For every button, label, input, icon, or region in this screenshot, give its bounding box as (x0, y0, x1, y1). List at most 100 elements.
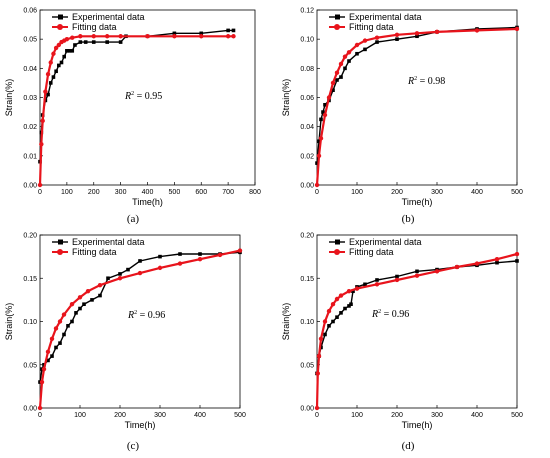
y-tick-label: 0.02 (300, 153, 314, 160)
data-point (321, 110, 325, 114)
data-point (177, 261, 183, 266)
chart-panel-a: 0 100 200 300 400 500 600 700 800 0.00 0.01 0.02 0.0… (4, 8, 261, 226)
data-point (46, 92, 50, 97)
y-tick-label: 0.10 (300, 37, 314, 44)
r-squared-symbol: R (407, 76, 414, 87)
data-point (78, 34, 83, 39)
data-point (375, 40, 379, 44)
data-point (354, 42, 360, 48)
data-point (50, 354, 54, 358)
y-tick-label: 0.12 (300, 8, 314, 15)
legend-label: Fitting data (349, 247, 394, 257)
data-point (57, 63, 61, 68)
y-tick-label: 0.06 (300, 95, 314, 102)
data-point (339, 311, 343, 315)
data-point (41, 366, 47, 372)
data-point (515, 259, 519, 263)
x-tick-label: 500 (169, 189, 181, 196)
data-point (67, 49, 72, 53)
legend-marker (58, 239, 63, 245)
data-point (49, 336, 55, 341)
y-tick-label: 0.02 (23, 124, 37, 131)
data-point (172, 31, 177, 36)
data-point (217, 252, 223, 258)
data-point (172, 34, 177, 39)
x-tick-label: 300 (115, 189, 127, 196)
data-point (315, 161, 319, 165)
data-point (454, 264, 460, 270)
data-point (58, 341, 62, 345)
y-axis-title: Strain(%) (281, 303, 291, 341)
y-tick-label: 0.15 (300, 276, 314, 283)
y-tick-label: 0.00 (23, 183, 37, 190)
x-tick-label: 0 (38, 189, 42, 196)
data-point (118, 272, 122, 276)
data-point (37, 405, 43, 411)
x-axis-title: Time(h) (402, 197, 433, 207)
data-point (70, 35, 75, 40)
data-point (48, 60, 53, 65)
legend-label: Experimental data (349, 237, 422, 247)
panel-label: (c) (127, 440, 140, 452)
data-point (318, 336, 324, 341)
r-squared-symbol: R (371, 309, 378, 320)
data-point (330, 302, 336, 307)
x-tick-label: 0 (38, 412, 42, 419)
data-point (495, 260, 499, 265)
data-point (415, 269, 419, 274)
r-squared-exponent: 2 (378, 309, 381, 315)
data-point (394, 277, 400, 283)
data-point (474, 28, 480, 33)
data-point (338, 61, 344, 67)
x-tick-label: 400 (471, 189, 483, 196)
data-point (316, 153, 322, 159)
data-point (330, 80, 336, 86)
data-point (53, 45, 59, 51)
data-point (73, 43, 77, 47)
data-point (199, 31, 204, 36)
y-tick-label: 0.01 (23, 153, 37, 160)
series-line (316, 260, 518, 374)
data-point (323, 332, 327, 337)
data-point (375, 278, 379, 282)
r-squared-value: = 0.96 (381, 309, 409, 320)
data-point (91, 34, 96, 39)
x-tick-label: 0 (315, 189, 319, 196)
data-point (45, 71, 51, 77)
data-point (395, 274, 399, 279)
data-point (126, 267, 130, 272)
legend-label: Experimental data (349, 12, 422, 22)
data-point (118, 40, 123, 44)
x-tick-label: 200 (88, 189, 100, 196)
data-point (335, 78, 339, 82)
data-point (137, 270, 143, 276)
data-point (414, 31, 420, 36)
data-point (82, 302, 86, 306)
r-squared-annotation: R2 = 0.96 (371, 309, 409, 320)
x-tick-label: 0 (315, 412, 319, 419)
y-tick-label: 0.20 (23, 233, 37, 240)
series-experimental (315, 25, 519, 165)
data-point (237, 248, 243, 253)
data-point (105, 40, 109, 44)
y-tick-label: 0.10 (23, 319, 37, 326)
data-point (363, 282, 367, 287)
data-point (317, 139, 321, 144)
data-point (138, 259, 142, 263)
x-axis-title: Time(h) (402, 420, 433, 430)
data-point (395, 37, 399, 41)
r-squared-symbol: R (124, 91, 131, 102)
legend-label: Fitting data (72, 247, 117, 257)
data-point (66, 324, 70, 328)
data-point (363, 47, 367, 52)
data-point (39, 379, 45, 385)
data-point (39, 141, 44, 147)
data-point (314, 182, 320, 188)
x-tick-label: 500 (511, 189, 523, 196)
data-point (342, 54, 348, 59)
data-point (178, 252, 182, 256)
x-tick-label: 300 (431, 412, 443, 419)
series-line (315, 27, 518, 186)
data-point (494, 257, 500, 262)
